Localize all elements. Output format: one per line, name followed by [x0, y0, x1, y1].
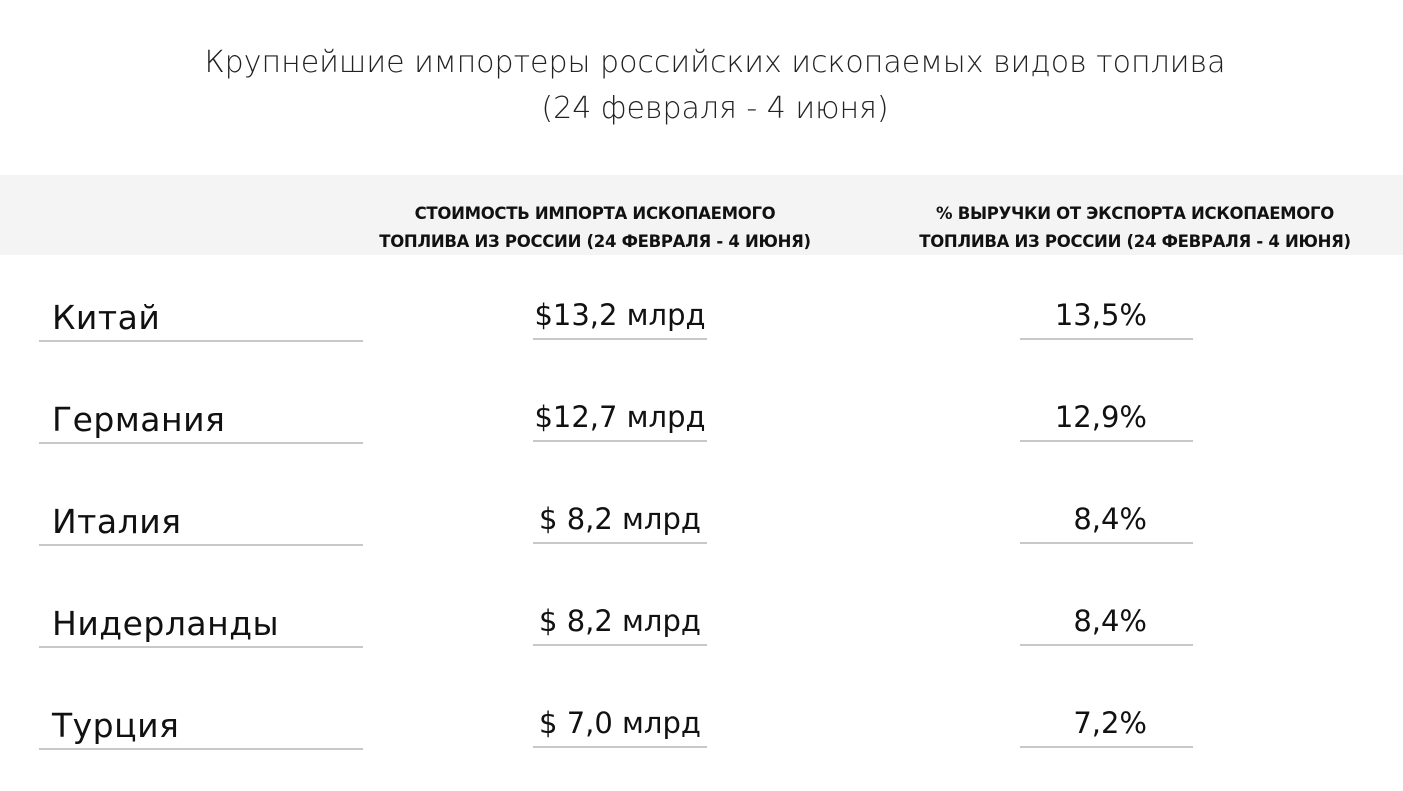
divider: [39, 748, 363, 750]
divider: [533, 644, 707, 646]
country-cell: Германия: [52, 400, 226, 439]
divider: [1020, 746, 1193, 748]
header-line: СТОИМОСТЬ ИМПОРТА ИСКОПАЕМОГО: [414, 204, 776, 223]
column-header-import-value: СТОИМОСТЬ ИМПОРТА ИСКОПАЕМОГО ТОПЛИВА ИЗ…: [340, 200, 850, 256]
column-header-revenue-share: % ВЫРУЧКИ ОТ ЭКСПОРТА ИСКОПАЕМОГО ТОПЛИВ…: [880, 200, 1390, 256]
revenue-share-cell: 8,4%: [1073, 604, 1147, 638]
import-value-cell: $12,7 млрд: [534, 400, 706, 434]
table-row: Турция $ 7,0 млрд 7,2%: [0, 706, 1403, 766]
country-cell: Нидерланды: [52, 604, 280, 643]
divider: [1020, 644, 1193, 646]
header-line: % ВЫРУЧКИ ОТ ЭКСПОРТА ИСКОПАЕМОГО: [936, 204, 1334, 223]
revenue-share-cell: 8,4%: [1073, 502, 1147, 536]
country-cell: Китай: [52, 298, 161, 337]
import-value-cell: $ 8,2 млрд: [539, 604, 701, 638]
divider: [1020, 338, 1193, 340]
table-row: Нидерланды $ 8,2 млрд 8,4%: [0, 604, 1403, 664]
divider: [1020, 440, 1193, 442]
divider: [1020, 542, 1193, 544]
country-cell: Италия: [52, 502, 182, 541]
header-line: ТОПЛИВА ИЗ РОССИИ (24 ФЕВРАЛЯ - 4 ИЮНЯ): [919, 232, 1351, 251]
revenue-share-cell: 13,5%: [1054, 298, 1147, 332]
divider: [533, 542, 707, 544]
divider: [533, 338, 707, 340]
import-value-cell: $ 7,0 млрд: [539, 706, 701, 740]
table-row: Китай $13,2 млрд 13,5%: [0, 298, 1403, 358]
import-value-cell: $ 8,2 млрд: [539, 502, 701, 536]
divider: [39, 646, 363, 648]
header-band: [0, 175, 1403, 255]
table-row: Италия $ 8,2 млрд 8,4%: [0, 502, 1403, 562]
divider: [533, 440, 707, 442]
divider: [533, 746, 707, 748]
title-line-2: (24 февраля - 4 июня): [541, 91, 889, 126]
revenue-share-cell: 7,2%: [1073, 706, 1147, 740]
revenue-share-cell: 12,9%: [1054, 400, 1147, 434]
header-line: ТОПЛИВА ИЗ РОССИИ (24 ФЕВРАЛЯ - 4 ИЮНЯ): [379, 232, 811, 251]
title-line-1: Крупнейшие импортеры российских ископаем…: [204, 45, 1226, 80]
table-row: Германия $12,7 млрд 12,9%: [0, 400, 1403, 460]
divider: [39, 442, 363, 444]
table-title: Крупнейшие импортеры российских ископаем…: [0, 40, 1403, 132]
divider: [39, 340, 363, 342]
import-value-cell: $13,2 млрд: [534, 298, 706, 332]
country-cell: Турция: [52, 706, 180, 745]
divider: [39, 544, 363, 546]
